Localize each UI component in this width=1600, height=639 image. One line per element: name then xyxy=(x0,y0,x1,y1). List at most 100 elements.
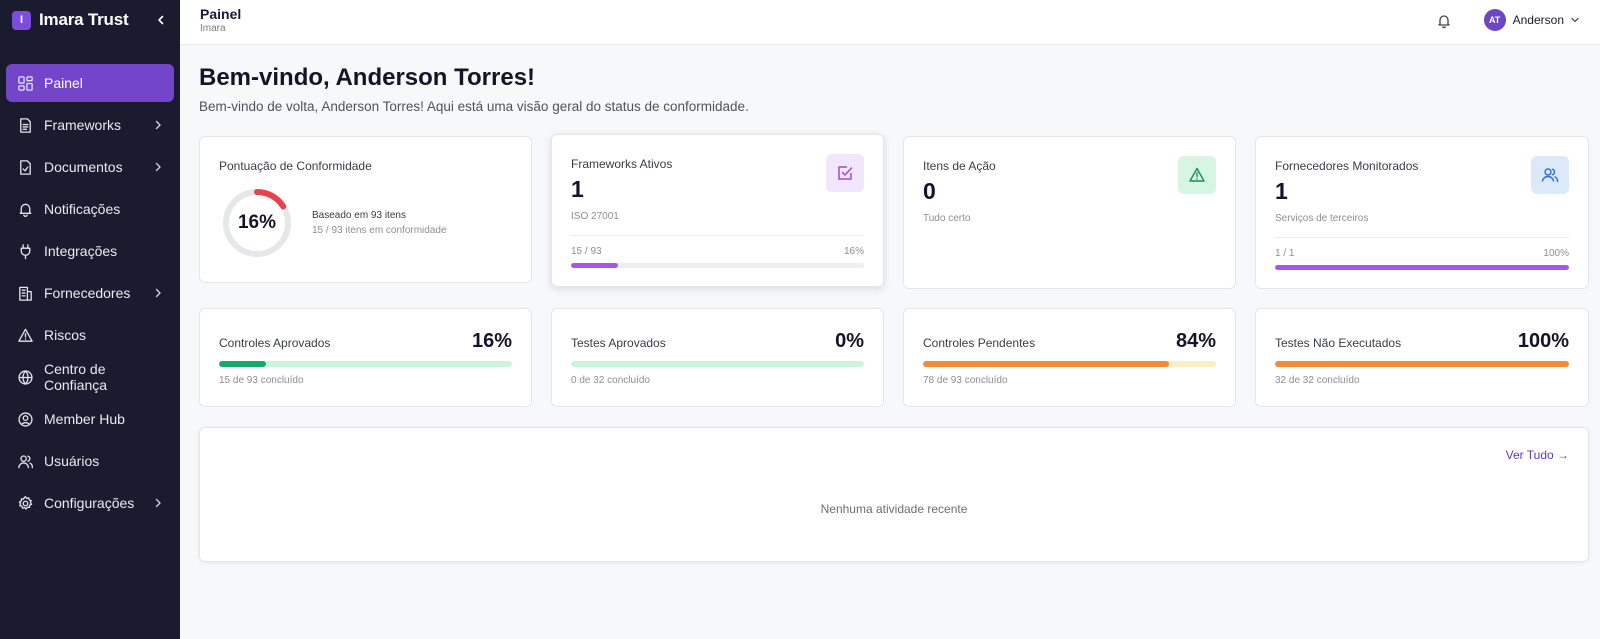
page-title: Painel xyxy=(200,6,242,22)
sidebar-item-label: Notificações xyxy=(44,201,121,217)
sidebar-item-8[interactable]: Centro de Confiança xyxy=(6,358,174,396)
stat-value: 84% xyxy=(1175,330,1216,352)
vendors-progress-count: 1 / 1 xyxy=(1275,248,1295,259)
stat-progress-bar xyxy=(923,361,1216,367)
building-icon xyxy=(16,284,34,302)
card-label: Pontuação de Conformidade xyxy=(219,159,372,173)
stat-progress-bar xyxy=(219,361,512,367)
empty-activity-message: Nenhuma atividade recente xyxy=(820,502,968,516)
stat-note: 78 de 93 concluído xyxy=(923,375,1008,386)
vendors-count: 1 xyxy=(1275,178,1288,204)
progress-fill xyxy=(1275,361,1569,367)
vendors-progress-bar xyxy=(1275,265,1569,270)
card-label: Itens de Ação xyxy=(923,159,996,173)
stat-note: 0 de 32 concluído xyxy=(571,375,650,386)
file-check-icon xyxy=(16,158,34,176)
sidebar-item-11[interactable]: Configurações xyxy=(6,484,174,522)
brand: I Imara Trust xyxy=(0,0,180,40)
score-ring: 16% xyxy=(221,187,293,259)
stat-card[interactable]: Controles Aprovados 16% 15 de 93 concluído xyxy=(199,308,532,407)
sidebar-item-5[interactable]: Integrações xyxy=(6,232,174,270)
score-percent: 16% xyxy=(237,212,277,233)
recent-activity-panel: Ver Tudo → Nenhuma atividade recente xyxy=(199,427,1589,562)
see-all-link[interactable]: Ver Tudo → xyxy=(1505,448,1569,462)
frameworks-progress-percent: 16% xyxy=(843,246,864,257)
users-icon xyxy=(1541,168,1559,183)
sidebar-item-label: Configurações xyxy=(44,495,135,511)
monitored-vendors-card[interactable]: Fornecedores Monitorados 1 Serviços de t… xyxy=(1255,136,1589,289)
globe-icon xyxy=(16,368,34,386)
sidebar-item-4[interactable]: Notificações xyxy=(6,190,174,228)
progress-fill xyxy=(1275,265,1569,270)
file-text-icon xyxy=(16,116,34,134)
alert-triangle-icon xyxy=(16,326,34,344)
score-note-basis: Baseado em 93 itens xyxy=(312,210,406,221)
sidebar-item-label: Member Hub xyxy=(44,411,125,427)
vendors-note: Serviços de terceiros xyxy=(1275,213,1369,224)
stat-card[interactable]: Testes Aprovados 0% 0 de 32 concluído xyxy=(551,308,884,407)
action-items-note: Tudo certo xyxy=(923,213,971,224)
chevron-left-icon xyxy=(158,15,164,25)
sidebar-item-label: Riscos xyxy=(44,327,87,343)
users-icon xyxy=(16,452,34,470)
stat-label: Controles Aprovados xyxy=(219,336,331,350)
chevron-right-icon xyxy=(152,287,164,299)
chevron-right-icon xyxy=(152,497,164,509)
avatar: AT xyxy=(1483,9,1506,31)
sidebar-item-3[interactable]: Documentos xyxy=(6,148,174,186)
stat-value: 0% xyxy=(835,330,864,352)
divider xyxy=(1275,237,1569,238)
chevron-down-icon xyxy=(1571,17,1579,23)
user-name: Anderson xyxy=(1512,13,1564,27)
vendors-icon-box xyxy=(1531,156,1569,194)
progress-fill xyxy=(219,361,266,367)
sidebar-item-10[interactable]: Usuários xyxy=(6,442,174,480)
collapse-sidebar-button[interactable] xyxy=(154,13,168,27)
sidebar-item-6[interactable]: Fornecedores xyxy=(6,274,174,312)
sidebar-item-label: Usuários xyxy=(44,453,100,469)
progress-fill xyxy=(571,263,618,268)
chevron-right-icon xyxy=(152,161,164,173)
active-frameworks-card[interactable]: Frameworks Ativos 1 ISO 27001 15 / 93 16… xyxy=(551,134,884,287)
brand-logo: I xyxy=(12,10,31,30)
score-note-compliant: 15 / 93 itens em conformidade xyxy=(312,225,447,236)
welcome-title: Bem-vindo, Anderson Torres! xyxy=(199,64,536,91)
sidebar-item-7[interactable]: Riscos xyxy=(6,316,174,354)
app-name: Imara Trust xyxy=(39,10,129,29)
vendors-progress-percent: 100% xyxy=(1543,248,1569,259)
sidebar-item-2[interactable]: Frameworks xyxy=(6,106,174,144)
sidebar-item-label: Documentos xyxy=(44,159,123,175)
card-label: Frameworks Ativos xyxy=(571,157,673,171)
stat-progress-bar xyxy=(571,361,864,367)
user-menu[interactable]: AT Anderson xyxy=(1483,9,1580,31)
score-ring-chart xyxy=(223,189,291,257)
frameworks-note: ISO 27001 xyxy=(571,211,619,222)
gear-icon xyxy=(16,494,34,512)
progress-fill xyxy=(923,361,1170,367)
stat-note: 32 de 32 concluído xyxy=(1275,375,1360,386)
divider xyxy=(571,235,864,236)
sidebar-nav: Painel Frameworks Documentos Notificações In… xyxy=(6,64,174,526)
welcome-subtitle: Bem-vindo de volta, Anderson Torres! Aqu… xyxy=(199,99,749,114)
action-items-icon-box xyxy=(1178,156,1216,194)
action-items-count: 0 xyxy=(923,178,936,204)
bell-icon xyxy=(1438,15,1450,29)
sidebar-item-9[interactable]: Member Hub xyxy=(6,400,174,438)
action-items-card[interactable]: Itens de Ação 0 Tudo certo xyxy=(903,136,1236,289)
frameworks-progress-bar xyxy=(571,263,864,268)
sidebar-item-1[interactable]: Painel xyxy=(6,64,174,102)
stat-value: 16% xyxy=(471,330,512,352)
stat-card[interactable]: Controles Pendentes 84% 78 de 93 concluído xyxy=(903,308,1236,407)
bell-icon xyxy=(16,200,34,218)
stat-label: Testes Não Executados xyxy=(1275,336,1402,350)
stat-card[interactable]: Testes Não Executados 100% 32 de 32 conclu… xyxy=(1255,308,1589,407)
stat-label: Controles Pendentes xyxy=(923,336,1036,350)
stat-label: Testes Aprovados xyxy=(571,336,666,350)
notifications-button[interactable] xyxy=(1434,11,1454,31)
plug-icon xyxy=(16,242,34,260)
sidebar-item-label: Painel xyxy=(44,75,83,91)
topbar: Painel Imara AT Anderson xyxy=(180,0,1600,45)
sidebar-item-label: Integrações xyxy=(44,243,118,259)
stat-progress-bar xyxy=(1275,361,1569,367)
frameworks-count: 1 xyxy=(571,176,584,202)
